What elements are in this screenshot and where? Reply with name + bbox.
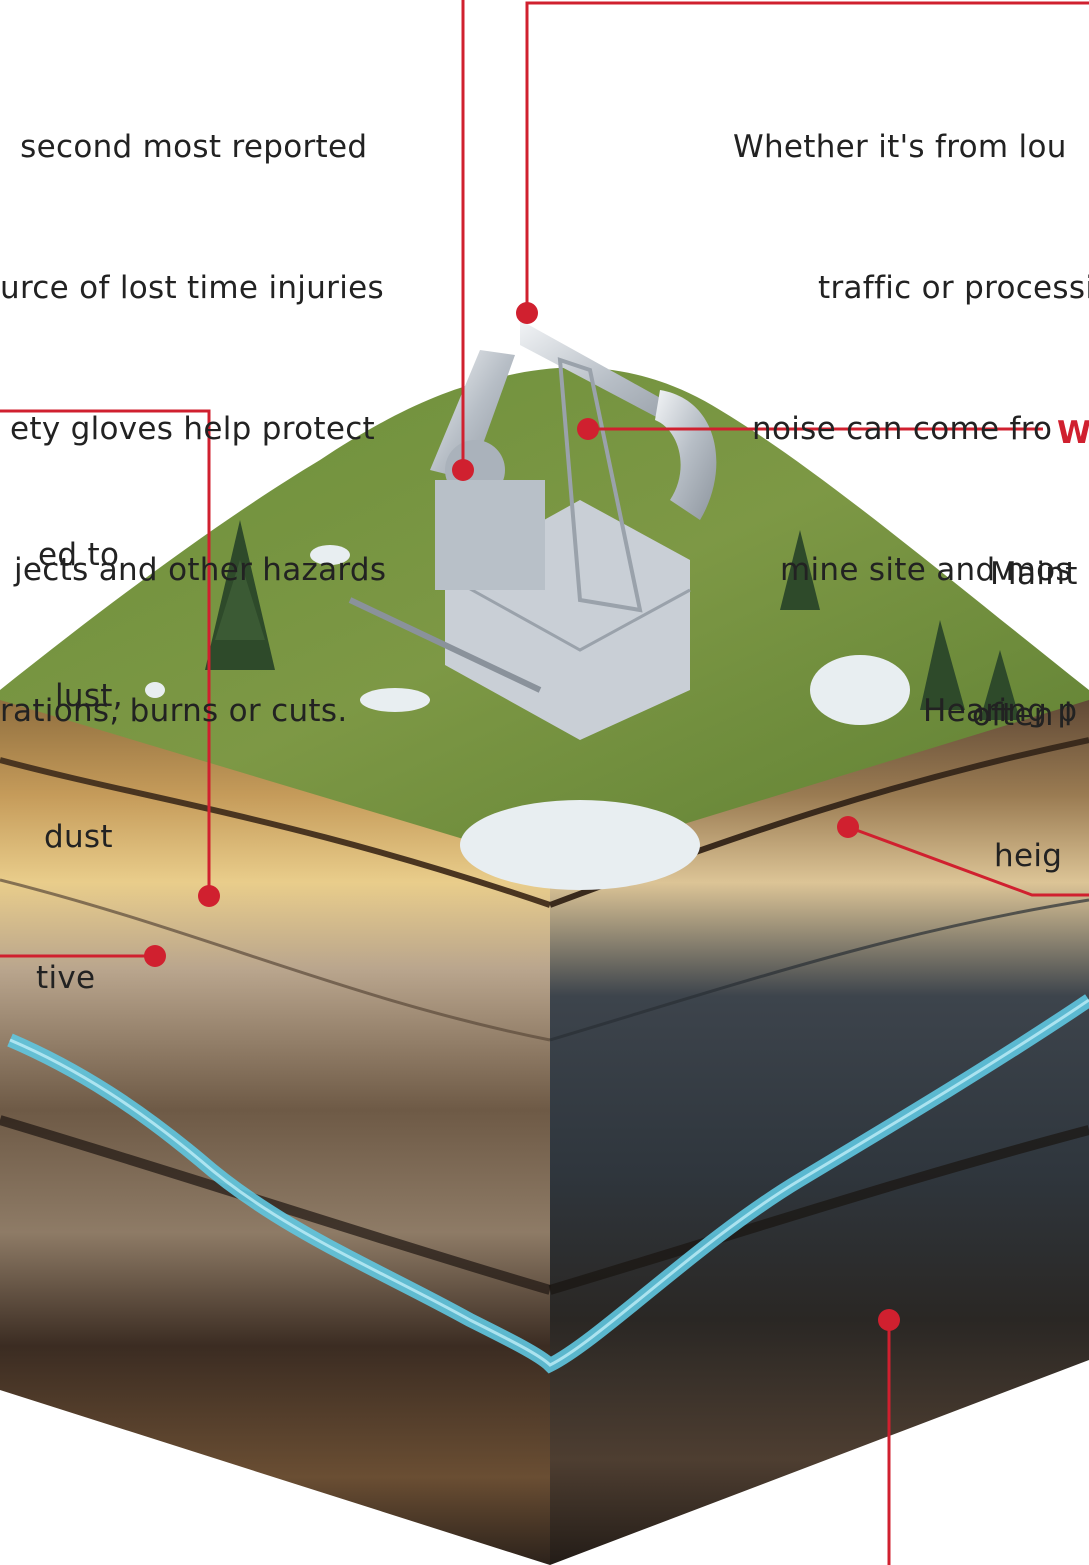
hearing-callout-line-2: traffic or processi: [818, 270, 1089, 306]
heights-callout-text: Maint often l heig: [972, 457, 1078, 927]
soil-cube-left-face: [0, 690, 550, 1565]
gloves-callout-line-2: urce of lost time injuries: [0, 270, 384, 306]
gloves-callout-dot: [452, 459, 474, 481]
dust-callout-line: [0, 409, 211, 896]
soil-cube-right-face: [550, 690, 1089, 1565]
dust-callout-line-3: dust: [44, 819, 113, 855]
gloves-callout-text: second most reported urce of lost time i…: [0, 30, 386, 782]
hearing-callout-line-3: noise can come fro: [752, 411, 1053, 447]
pine-trees: [205, 520, 1020, 720]
heights-callout-heading: W: [1057, 415, 1089, 451]
hearing-callout-line: [525, 1, 1089, 313]
gloves-callout-line-5: rations, burns or cuts.: [0, 693, 348, 729]
hearing-callout-line-1: Whether it's from lou: [733, 129, 1067, 165]
rock-callout-line: [847, 825, 1089, 897]
heights-callout-line-1: Maint: [990, 556, 1078, 592]
hearing-callout-line-4: mine site and mos: [780, 552, 1072, 588]
dust-callout-line-2: lust,: [55, 678, 123, 714]
snow-patches: [145, 545, 910, 890]
dust-callout-line-1: ed to: [38, 537, 120, 573]
gloves-callout-line-4: jects and other hazards: [14, 552, 387, 588]
hearing-callout-text: Whether it's from lou traffic or process…: [733, 30, 1089, 782]
deep-layer-callout-dot: [878, 1309, 900, 1331]
water-callout-dot: [144, 945, 166, 967]
gloves-callout-line-1: second most reported: [10, 129, 368, 165]
gloves-callout-line-3: ety gloves help protect: [10, 411, 376, 447]
heights-callout-line-2: often l: [972, 697, 1073, 733]
dust-callout-dot: [198, 885, 220, 907]
rock-callout-dot: [837, 816, 859, 838]
heights-callout-dot: [577, 418, 599, 440]
dust-callout-line-4: tive: [36, 960, 96, 996]
oil-pump-jack: [348, 320, 717, 740]
hearing-callout-line-5: Hearing p: [923, 693, 1078, 729]
heights-callout-line-3: heig: [994, 838, 1063, 874]
dust-callout-text: ed to lust, dust tive: [0, 438, 123, 1049]
hearing-callout-dot: [516, 302, 538, 324]
